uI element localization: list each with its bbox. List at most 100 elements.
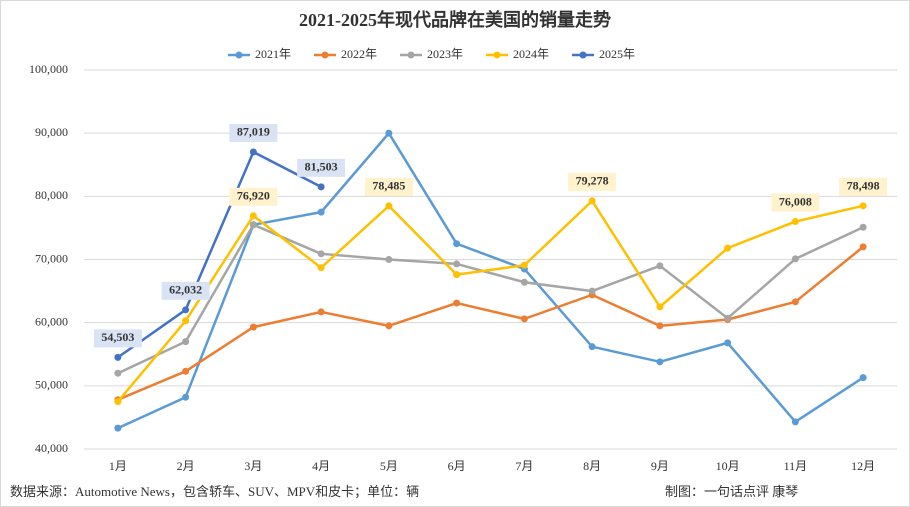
data-point: [385, 322, 393, 330]
series-line: [116, 199, 864, 403]
data-point: [453, 240, 461, 248]
data-point: [656, 303, 664, 311]
x-tick-label: 9月: [651, 459, 669, 473]
data-point: [182, 393, 190, 401]
x-tick-label: 7月: [515, 459, 533, 473]
data-point: [453, 271, 461, 279]
data-point: [114, 398, 122, 406]
series-line: [117, 245, 864, 401]
legend-marker: [235, 51, 243, 59]
data-point: [249, 212, 257, 220]
data-point: [249, 148, 257, 156]
data-point: [114, 353, 122, 361]
x-tick-label: 11月: [784, 459, 808, 473]
legend-marker: [321, 51, 329, 59]
data-point: [859, 374, 867, 382]
data-point: [588, 343, 596, 351]
legend-marker: [407, 51, 415, 59]
data-label: 87,019: [237, 125, 270, 139]
y-tick-label: 60,000: [35, 314, 68, 328]
x-tick-label: 3月: [244, 459, 262, 473]
data-label: 54,503: [101, 330, 134, 344]
x-tick-label: 4月: [312, 459, 330, 473]
data-label: 81,503: [305, 160, 338, 174]
data-point: [791, 298, 799, 306]
data-point: [385, 129, 393, 137]
data-label: 76,008: [779, 194, 812, 208]
x-tick-label: 8月: [583, 459, 601, 473]
legend-label: 2025年: [599, 47, 635, 61]
y-tick-label: 70,000: [35, 251, 68, 265]
data-point: [859, 202, 867, 210]
data-label-box: [93, 329, 142, 348]
data-point: [385, 256, 393, 263]
legend-label: 2021年: [255, 47, 291, 61]
y-tick-label: 90,000: [35, 125, 68, 139]
legend-label: 2023年: [427, 47, 463, 61]
data-point: [791, 218, 799, 226]
data-point: [656, 322, 664, 330]
data-label: 62,032: [169, 283, 202, 297]
data-point: [791, 418, 799, 426]
data-point: [182, 338, 190, 346]
data-point: [520, 315, 528, 323]
legend-marker: [579, 51, 587, 59]
data-point: [114, 369, 122, 377]
data-point: [520, 278, 528, 286]
data-label-box: [297, 158, 346, 177]
data-point: [588, 197, 596, 205]
data-label-box: [771, 193, 820, 212]
x-tick-label: 10月: [716, 459, 740, 473]
data-label-box: [839, 177, 888, 196]
x-tick-label: 2月: [177, 459, 195, 473]
legend-label: 2024年: [513, 47, 549, 61]
data-label-box: [229, 187, 278, 206]
legend-label: 2022年: [341, 47, 377, 61]
data-point: [182, 317, 190, 325]
data-label: 78,498: [847, 179, 880, 193]
series-line: [117, 150, 322, 359]
data-label-box: [568, 172, 617, 191]
data-point: [317, 208, 325, 216]
data-point: [453, 299, 461, 307]
data-label-box: [229, 123, 278, 142]
legend-marker: [493, 51, 501, 59]
x-tick-label: 5月: [380, 459, 398, 473]
y-tick-label: 50,000: [35, 378, 68, 392]
series-line: [117, 131, 864, 430]
chart-title: 2021-2025年现代品牌在美国的销量走势: [299, 9, 611, 30]
x-tick-label: 6月: [448, 459, 466, 473]
data-point: [453, 260, 461, 268]
y-tick-label: 80,000: [35, 188, 68, 202]
data-label: 76,920: [237, 189, 270, 203]
data-point: [859, 243, 867, 251]
data-label-box: [364, 177, 413, 196]
data-point: [317, 308, 325, 316]
data-point: [859, 223, 867, 231]
series-line: [117, 223, 864, 375]
data-label: 78,485: [372, 179, 405, 193]
data-point: [249, 323, 257, 331]
y-tick-label: 100,000: [29, 62, 68, 76]
y-tick-label: 40,000: [35, 441, 68, 455]
data-point: [724, 244, 732, 252]
data-label: 79,278: [576, 174, 609, 188]
data-point: [317, 250, 325, 258]
data-point: [520, 261, 528, 269]
data-point: [656, 262, 664, 270]
data-point: [182, 306, 190, 314]
x-tick-label: 1月: [109, 459, 127, 473]
data-point: [588, 287, 596, 295]
data-point: [791, 255, 799, 263]
data-point: [182, 367, 190, 375]
source-note: 数据来源：Automotive News，包含轿车、SUV、MPV和皮卡；单位：…: [10, 484, 419, 500]
data-point: [317, 264, 325, 272]
data-point: [114, 424, 122, 432]
data-point: [249, 221, 257, 229]
data-label-box: [161, 281, 210, 300]
data-point: [385, 202, 393, 210]
data-point: [724, 339, 732, 347]
data-point: [724, 314, 732, 322]
